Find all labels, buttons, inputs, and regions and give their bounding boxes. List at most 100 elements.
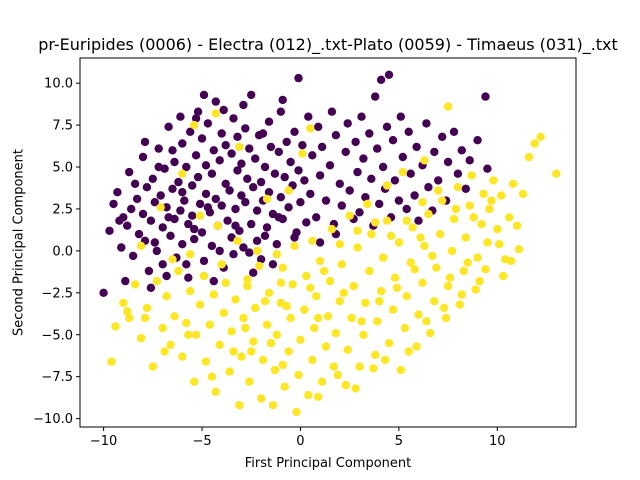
data-point bbox=[178, 169, 187, 178]
data-point bbox=[445, 273, 455, 282]
data-point bbox=[266, 338, 276, 348]
data-point bbox=[272, 330, 281, 339]
data-point bbox=[182, 162, 191, 172]
data-point bbox=[453, 169, 463, 178]
data-point bbox=[329, 362, 339, 371]
data-point bbox=[278, 263, 287, 272]
data-point bbox=[418, 278, 427, 287]
data-point bbox=[469, 213, 478, 222]
data-point bbox=[233, 236, 242, 245]
data-point bbox=[186, 127, 195, 136]
data-point bbox=[471, 285, 480, 294]
data-point bbox=[209, 276, 218, 286]
data-point bbox=[443, 157, 453, 167]
data-point bbox=[254, 261, 264, 271]
data-point bbox=[341, 380, 350, 390]
data-point bbox=[315, 238, 325, 247]
data-point bbox=[247, 347, 256, 356]
data-point bbox=[439, 303, 449, 313]
data-point bbox=[361, 193, 370, 202]
data-point bbox=[191, 151, 201, 160]
data-point bbox=[473, 253, 482, 262]
data-point bbox=[373, 317, 382, 326]
data-point bbox=[128, 251, 138, 261]
data-point bbox=[349, 281, 358, 291]
data-point bbox=[514, 245, 524, 254]
data-point bbox=[461, 184, 470, 193]
data-point bbox=[188, 211, 197, 220]
data-point bbox=[375, 199, 384, 209]
data-point bbox=[231, 204, 240, 214]
data-point bbox=[154, 162, 163, 172]
data-point bbox=[221, 141, 230, 150]
axes-frame bbox=[79, 57, 577, 428]
data-point bbox=[156, 203, 165, 212]
data-point bbox=[384, 338, 394, 348]
data-point bbox=[162, 203, 171, 212]
data-point bbox=[227, 149, 236, 158]
data-point bbox=[512, 221, 522, 230]
data-point bbox=[260, 231, 270, 240]
data-point bbox=[416, 233, 425, 242]
data-point bbox=[215, 246, 224, 256]
data-point bbox=[479, 189, 488, 199]
data-point bbox=[184, 273, 193, 282]
data-point bbox=[388, 305, 398, 314]
data-point bbox=[235, 401, 244, 410]
data-point bbox=[136, 333, 146, 343]
data-point bbox=[386, 231, 396, 240]
data-point bbox=[327, 107, 337, 116]
data-point bbox=[162, 292, 171, 301]
data-point bbox=[499, 271, 508, 281]
data-point bbox=[251, 303, 260, 313]
data-point bbox=[353, 243, 362, 252]
y-tick-label: 2.5 bbox=[52, 202, 73, 217]
data-point bbox=[249, 337, 258, 346]
data-point bbox=[331, 131, 341, 140]
data-point bbox=[382, 122, 392, 131]
data-point bbox=[447, 246, 457, 256]
data-point bbox=[280, 382, 289, 391]
y-tick-label: −2.5 bbox=[41, 286, 73, 301]
data-point bbox=[323, 312, 333, 321]
data-point bbox=[150, 238, 159, 247]
data-point bbox=[107, 357, 116, 366]
data-point bbox=[156, 191, 165, 200]
data-point bbox=[178, 240, 187, 249]
data-point bbox=[174, 177, 183, 187]
data-point bbox=[264, 288, 274, 297]
data-point bbox=[176, 206, 185, 215]
data-point bbox=[308, 151, 317, 160]
data-point bbox=[314, 313, 323, 323]
data-point bbox=[443, 281, 453, 291]
data-point bbox=[274, 213, 283, 222]
data-point bbox=[308, 355, 317, 365]
data-point bbox=[504, 213, 514, 222]
data-point bbox=[243, 174, 252, 183]
data-point bbox=[455, 300, 465, 309]
data-point bbox=[119, 298, 128, 308]
data-point bbox=[245, 144, 254, 153]
data-point bbox=[443, 102, 453, 111]
data-point bbox=[237, 191, 246, 200]
data-point bbox=[369, 364, 378, 373]
data-point bbox=[396, 365, 405, 375]
data-point bbox=[376, 75, 386, 85]
data-point bbox=[390, 273, 400, 282]
data-point bbox=[449, 127, 459, 136]
data-point bbox=[487, 196, 496, 205]
data-point bbox=[453, 183, 463, 192]
data-point bbox=[138, 152, 148, 162]
data-point bbox=[121, 276, 130, 286]
data-point bbox=[252, 246, 262, 256]
data-point bbox=[483, 238, 492, 247]
data-point bbox=[217, 201, 226, 210]
data-point bbox=[256, 177, 266, 187]
data-point bbox=[402, 292, 411, 301]
data-point bbox=[199, 256, 209, 266]
data-point bbox=[105, 226, 114, 235]
x-tick-label: 10 bbox=[489, 434, 506, 449]
data-point bbox=[430, 147, 439, 157]
data-point bbox=[170, 312, 179, 321]
y-tick-label: 7.5 bbox=[52, 119, 73, 134]
